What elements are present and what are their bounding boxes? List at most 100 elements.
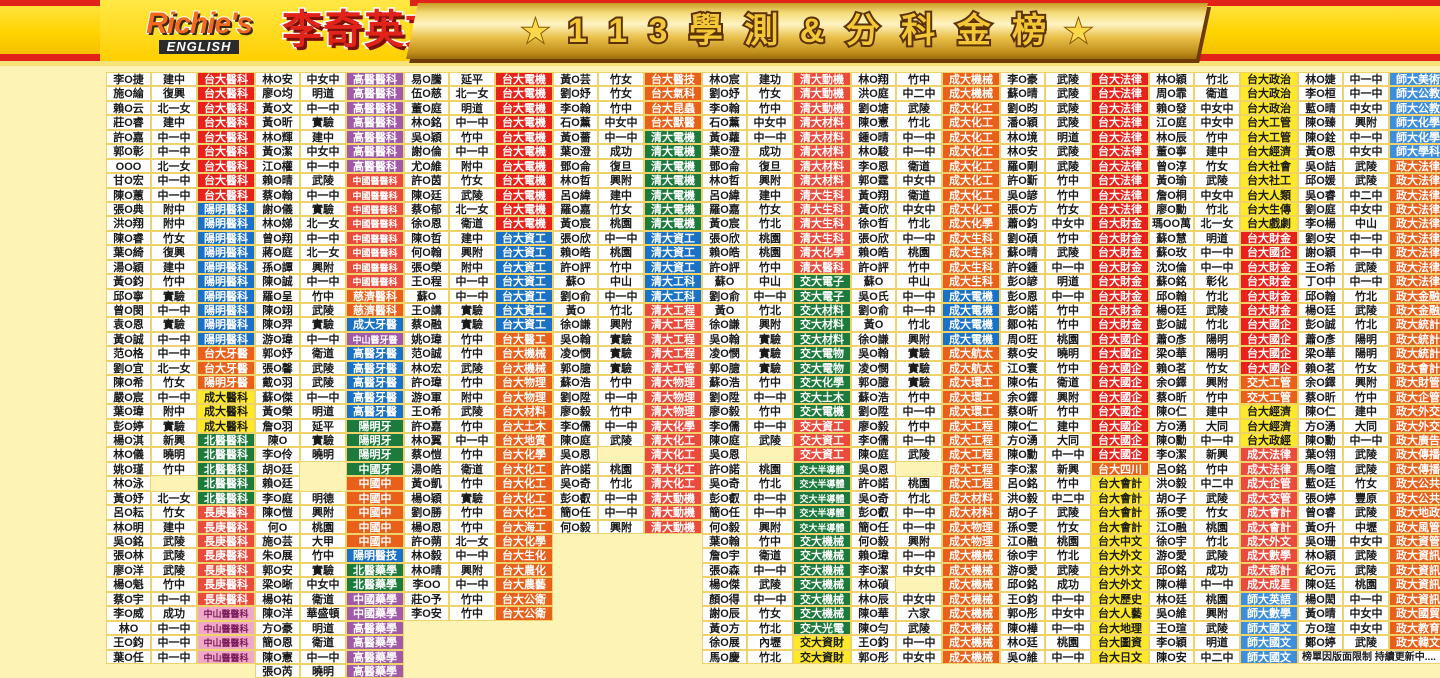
department-badge: 交大資工 <box>793 418 851 433</box>
school-name: 竹中 <box>598 259 644 275</box>
department-badge: 成大材料 <box>942 490 1000 506</box>
student-name: 方O湧 <box>1298 418 1343 433</box>
school-name: 竹北 <box>1194 201 1240 217</box>
school-name: 建中 <box>747 187 793 202</box>
table-row: 簡O任 中一中 成大物理 <box>851 519 1000 534</box>
school-name: 中女中 <box>1343 620 1389 636</box>
school-name: 興附 <box>1343 375 1389 390</box>
student-name: 蘇O <box>851 274 896 289</box>
table-row: 羅O嘉 竹女 清大生科 <box>702 201 851 217</box>
table-row: 曾O翔 中一中 中國醫醫科 <box>255 230 404 246</box>
school-name: 中女中 <box>300 72 346 87</box>
student-name: 許O諾 <box>702 461 747 477</box>
table-row: 彭O叡 中一中 交大半導體 <box>702 490 851 506</box>
department-badge: 政大統計 <box>1389 346 1440 361</box>
department-badge: 台大電機 <box>495 86 553 101</box>
table-row: 劉O妤 竹女 清大動機 <box>702 86 851 101</box>
department-badge: 台大醫科 <box>197 100 255 116</box>
department-badge: 台大政治 <box>1240 100 1298 116</box>
school-name: 實驗 <box>598 331 644 347</box>
department-badge: 交大材料 <box>793 303 851 318</box>
student-name: 黃O昕 <box>255 115 300 130</box>
student-name: 游O瑋 <box>255 331 300 347</box>
table-row: 黃O翔 衛道 成大化工 <box>851 187 1000 202</box>
table-row: 馬O慶 竹北 交大資財 <box>702 649 851 664</box>
student-name <box>553 534 598 549</box>
department-badge: 陽明醫科 <box>197 288 255 303</box>
department-badge: 師大學科 <box>1389 144 1440 159</box>
table-row: 彭O叡 中一中 清大動機 <box>553 490 702 506</box>
department-badge: 成大工程 <box>942 447 1000 462</box>
school-name: 竹中 <box>1045 360 1091 376</box>
department-badge: 成大醫科 <box>197 404 255 419</box>
department-badge: 師大國文 <box>1240 620 1298 636</box>
student-name: 彭O婷 <box>106 418 151 433</box>
department-badge: 台大歷史 <box>1091 591 1149 607</box>
department-badge: 台大社會 <box>1240 158 1298 174</box>
table-row: 何O翰 興附 台大資工 <box>404 245 553 260</box>
table-row: 張O馨 武陵 高醫牙醫 <box>255 360 404 376</box>
school-name: 曉明 <box>1045 346 1091 361</box>
school-name <box>747 447 793 462</box>
student-name: 呂O銘 <box>1149 461 1194 477</box>
table-row: 鍾O晴 中一中 成大化工 <box>851 129 1000 145</box>
school-name: 桃園 <box>747 461 793 477</box>
table-row: 許O瑋 竹中 台大物理 <box>404 375 553 390</box>
table-row: 詹O宇 衛道 交大機械 <box>702 548 851 563</box>
department-badge: 長庚醫科 <box>197 591 255 607</box>
table-row: 吳O翰 實驗 成大航太 <box>851 346 1000 361</box>
department-badge: 清大材料 <box>793 158 851 174</box>
department-badge: 台大戲劇 <box>1240 216 1298 231</box>
department-badge: 台大政治 <box>1240 86 1298 101</box>
student-name: 林O輝 <box>255 129 300 145</box>
school-name: 竹中 <box>1343 389 1389 405</box>
student-name: 張O榮 <box>404 259 449 275</box>
school-name: 中一中 <box>1194 577 1240 592</box>
department-badge: 清大電機 <box>644 201 702 217</box>
school-name: 中女中 <box>1343 606 1389 621</box>
department-badge: 師大數學 <box>1240 606 1298 621</box>
school-name: 竹北 <box>1194 72 1240 87</box>
student-name: 游O愛 <box>1000 562 1045 578</box>
student-name: 許O瑋 <box>404 375 449 390</box>
school-name: 明道 <box>1045 274 1091 289</box>
table-row: 呂O緯 建中 清大生科 <box>702 187 851 202</box>
student-name: 劉O妤 <box>702 86 747 101</box>
department-badge: 台大法律 <box>1091 72 1149 87</box>
student-name: 嚴O宸 <box>106 389 151 405</box>
student-name: 陳O洋 <box>255 606 300 621</box>
student-name: 蔡O翰 <box>255 187 300 202</box>
student-name: 董O庭 <box>404 100 449 116</box>
department-badge: 中國醫醫科 <box>346 230 404 246</box>
student-name: 石O薰 <box>553 115 598 130</box>
table-row: 陳O佑 衛道 台大國企 <box>1000 375 1149 390</box>
school-name: 竹北 <box>598 303 644 318</box>
student-name: 劉O俞 <box>851 303 896 318</box>
school-name: 中一中 <box>896 129 942 145</box>
table-row: 黃O 竹北 清大工程 <box>553 303 702 318</box>
table-row: 林O穎 竹北 台大政治 林O婕 中一中 師大美術 <box>1149 72 1440 87</box>
school-name: 衛道 <box>896 187 942 202</box>
table-row: 葉O瑋 附中 成大醫科 <box>106 404 255 419</box>
school-name: 大同 <box>1194 418 1240 433</box>
student-name: 賴O皓 <box>851 245 896 260</box>
school-name: 竹北 <box>747 303 793 318</box>
school-name: 明道 <box>1194 635 1240 650</box>
department-badge: 中國醫醫科 <box>346 274 404 289</box>
student-name: 黃O <box>702 303 747 318</box>
school-name <box>598 649 644 664</box>
school-name: 中女中 <box>1343 144 1389 159</box>
department-badge: 台大人類 <box>1240 187 1298 202</box>
student-name: 董O寧 <box>1149 144 1194 159</box>
department-badge: 台大氣科 <box>644 86 702 101</box>
table-row: 蘇O 中山 成大生科 <box>851 274 1000 289</box>
school-name: 明道 <box>300 404 346 419</box>
table-row: 黃O妤 北一女 北醫醫科 <box>106 490 255 506</box>
student-name: 許O諾 <box>851 476 896 491</box>
table-row: 劉O碩 竹中 台大財金 <box>1000 230 1149 246</box>
department-badge: 政大資管 <box>1389 534 1440 549</box>
table-row: 林O辰 中女中 成大機械 <box>851 591 1000 607</box>
department-badge: 交大資財 <box>793 635 851 650</box>
student-name: 黃O宸 <box>553 216 598 231</box>
student-name: 葉O綺 <box>106 245 151 260</box>
